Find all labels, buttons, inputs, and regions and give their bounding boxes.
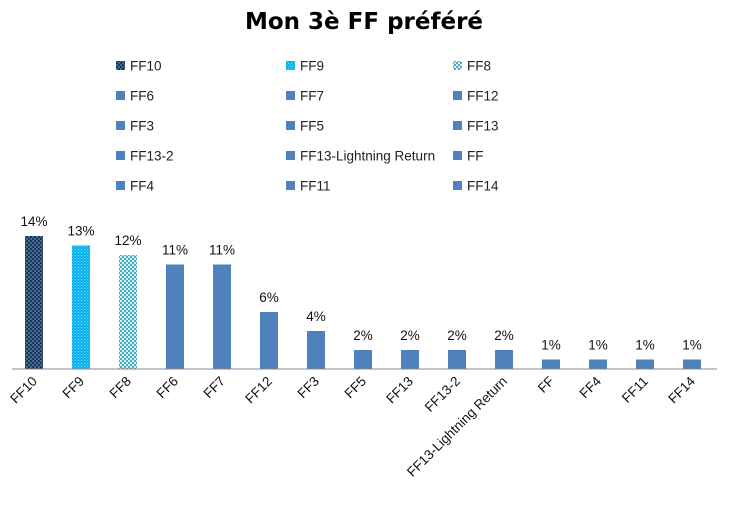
legend-item-ff11: FF11 bbox=[286, 179, 331, 194]
bar-ff8 bbox=[119, 255, 137, 369]
legend-label: FF13 bbox=[467, 119, 499, 134]
bar-ff4 bbox=[589, 359, 607, 369]
x-tick-label-ff8: FF8 bbox=[107, 374, 135, 402]
bar-ff7 bbox=[213, 264, 231, 369]
data-label-ff7: 11% bbox=[209, 243, 235, 258]
legend-label: FF4 bbox=[130, 179, 154, 194]
data-label-ff5: 2% bbox=[353, 328, 373, 343]
x-tick-label-ff13-2: FF13-2 bbox=[422, 374, 463, 415]
legend-item-ff13: FF13 bbox=[453, 119, 499, 134]
data-label-ff12: 6% bbox=[259, 290, 279, 305]
x-tick-label-ff: FF bbox=[535, 374, 557, 396]
bar-ff5 bbox=[354, 350, 372, 369]
data-label-ff13: 2% bbox=[400, 328, 420, 343]
bar-ff bbox=[542, 359, 560, 369]
legend-swatch bbox=[453, 91, 462, 100]
bar-ff11 bbox=[636, 359, 654, 369]
legend-label: FF9 bbox=[300, 59, 324, 74]
legend-item-ff12: FF12 bbox=[453, 89, 499, 104]
legend-item-ff13-lightning-return: FF13-Lightning Return bbox=[286, 149, 435, 164]
bar-ff13 bbox=[401, 350, 419, 369]
x-tick-label-ff5: FF5 bbox=[342, 374, 370, 402]
legend-label: FF7 bbox=[300, 89, 324, 104]
bar-ff14 bbox=[683, 359, 701, 369]
legend-item-ff7: FF7 bbox=[286, 89, 324, 104]
data-label-ff14: 1% bbox=[682, 338, 702, 353]
legend-item-ff13-2: FF13-2 bbox=[116, 149, 174, 164]
legend-swatch bbox=[286, 181, 295, 190]
legend-label: FF bbox=[467, 149, 484, 164]
bar-ff13-2 bbox=[448, 350, 466, 369]
plot-area: 14% 13% 12% 11% 11% 6% 4% 2% 2% 2% 2% 1% 1% 1% 1% bbox=[20, 214, 702, 369]
data-label-ff4: 1% bbox=[588, 338, 608, 353]
legend-label: FF10 bbox=[130, 59, 162, 74]
x-tick-label-ff3: FF3 bbox=[295, 374, 323, 402]
chart-title: Mon 3è FF préféré bbox=[245, 9, 483, 35]
legend-item-ff5: FF5 bbox=[286, 119, 324, 134]
data-label-ff6: 11% bbox=[162, 243, 188, 258]
legend-label: FF13-2 bbox=[130, 149, 174, 164]
bar-ff10 bbox=[25, 236, 43, 369]
legend-item-ff14: FF14 bbox=[453, 179, 499, 194]
bar-ff9 bbox=[72, 245, 90, 369]
legend-label: FF5 bbox=[300, 119, 324, 134]
data-label-ff9: 13% bbox=[67, 224, 94, 239]
data-label-ff10: 14% bbox=[20, 214, 47, 229]
legend-label: FF12 bbox=[467, 89, 499, 104]
legend-swatch bbox=[453, 151, 462, 160]
legend-label: FF3 bbox=[130, 119, 154, 134]
data-label-ff11: 1% bbox=[635, 338, 655, 353]
x-tick-label-ff13: FF13 bbox=[383, 374, 416, 407]
legend-swatch bbox=[286, 151, 295, 160]
bar-ff3 bbox=[307, 331, 325, 369]
data-label-ff3: 4% bbox=[306, 309, 326, 324]
data-label-ff13-2: 2% bbox=[447, 328, 467, 343]
data-label-ff8: 12% bbox=[114, 233, 141, 248]
bar-ff13-lightning-return bbox=[495, 350, 513, 369]
legend-item-ff4: FF4 bbox=[116, 179, 154, 194]
legend-label: FF6 bbox=[130, 89, 154, 104]
x-axis-ticks: FF10 FF9 FF8 FF6 FF7 FF12 FF3 FF5 FF13 FF13-2FF13… bbox=[7, 373, 698, 479]
x-tick-label-ff11: FF11 bbox=[619, 374, 651, 406]
x-tick-label-ff9: FF9 bbox=[60, 374, 88, 402]
legend-swatch bbox=[286, 61, 295, 70]
legend-label: FF13-Lightning Return bbox=[300, 149, 435, 164]
legend-swatch bbox=[116, 91, 125, 100]
legend-swatch bbox=[116, 61, 125, 70]
legend-item-ff6: FF6 bbox=[116, 89, 154, 104]
bar-ff12 bbox=[260, 312, 278, 369]
legend-swatch bbox=[453, 181, 462, 190]
data-label-ff13-lightning-return: 2% bbox=[494, 328, 514, 343]
bar-ff6 bbox=[166, 264, 184, 369]
legend: FF10 FF9 FF8 FF6 FF7 FF12 FF3 FF5 FF13 FF13-2 FF13… bbox=[116, 59, 499, 194]
legend-swatch bbox=[286, 91, 295, 100]
x-tick-label-ff10: FF10 bbox=[7, 374, 40, 407]
legend-swatch bbox=[286, 121, 295, 130]
legend-swatch bbox=[453, 61, 462, 70]
legend-item-ff10: FF10 bbox=[116, 59, 162, 74]
x-tick-label-ff7: FF7 bbox=[201, 374, 229, 402]
legend-swatch bbox=[453, 121, 462, 130]
x-tick-label-ff6: FF6 bbox=[154, 374, 182, 402]
legend-swatch bbox=[116, 181, 125, 190]
legend-label: FF11 bbox=[300, 179, 331, 194]
legend-label: FF8 bbox=[467, 59, 491, 74]
legend-label: FF14 bbox=[467, 179, 499, 194]
legend-item-ff9: FF9 bbox=[286, 59, 324, 74]
legend-item-ff8: FF8 bbox=[453, 59, 491, 74]
x-tick-label-ff12: FF12 bbox=[242, 374, 275, 407]
data-label-ff: 1% bbox=[541, 338, 561, 353]
legend-swatch bbox=[116, 151, 125, 160]
x-tick-label-ff4: FF4 bbox=[577, 373, 605, 401]
x-tick-label-ff14: FF14 bbox=[665, 373, 698, 406]
legend-swatch bbox=[116, 121, 125, 130]
legend-item-ff: FF bbox=[453, 149, 484, 164]
legend-item-ff3: FF3 bbox=[116, 119, 154, 134]
